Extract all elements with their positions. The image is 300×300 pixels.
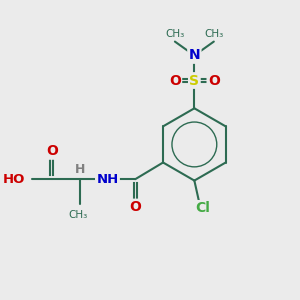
Text: CH₃: CH₃ bbox=[69, 210, 88, 220]
Text: H: H bbox=[74, 163, 85, 176]
Text: O: O bbox=[46, 144, 58, 158]
Text: Cl: Cl bbox=[195, 201, 210, 215]
Text: N: N bbox=[189, 49, 200, 62]
Text: S: S bbox=[189, 74, 200, 88]
Text: CH₃: CH₃ bbox=[165, 29, 184, 39]
Text: O: O bbox=[208, 74, 220, 88]
Text: O: O bbox=[129, 200, 141, 214]
Text: CH₃: CH₃ bbox=[204, 29, 224, 39]
Text: NH: NH bbox=[96, 173, 118, 186]
Text: O: O bbox=[169, 74, 181, 88]
Text: HO: HO bbox=[3, 173, 26, 186]
